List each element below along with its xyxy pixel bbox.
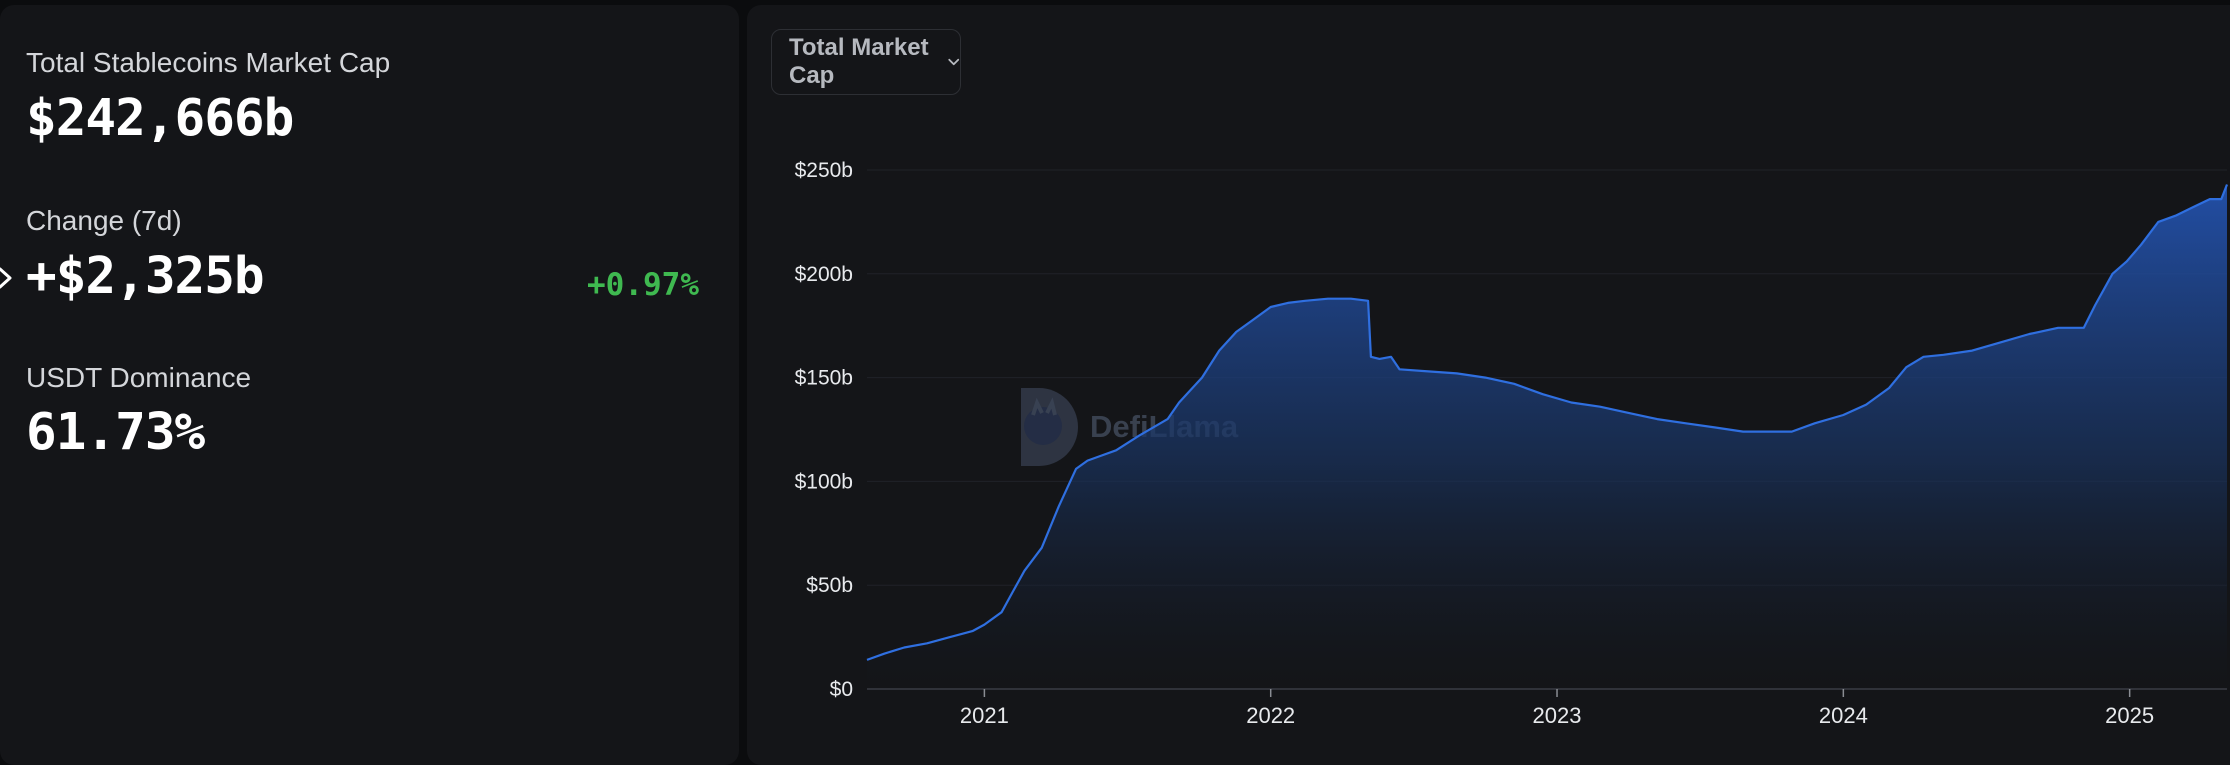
chevron-right-icon[interactable] — [0, 263, 16, 293]
y-tick-label: $200b — [795, 263, 853, 286]
y-tick-label: $150b — [795, 367, 853, 390]
chart-panel: Total Market Cap DefiLlama $0$50b$100b$1… — [747, 5, 2230, 765]
change-7d-percent: +0.97% — [587, 267, 699, 303]
x-tick-label: 2025 — [2105, 703, 2154, 728]
llama-logo-icon — [1021, 388, 1078, 466]
change-7d-label: Change (7d) — [26, 205, 182, 236]
market-cap-value: $242,666b — [26, 89, 294, 148]
market-cap-chart: DefiLlama $0$50b$100b$150b$200b$250b2021… — [795, 159, 2229, 728]
market-cap-label: Total Stablecoins Market Cap — [26, 47, 391, 78]
chart-type-dropdown-label: Total Market Cap — [789, 34, 929, 89]
chevron-down-icon — [947, 58, 959, 66]
chart-type-dropdown[interactable]: Total Market Cap — [771, 29, 961, 95]
x-tick-label: 2023 — [1533, 703, 1582, 728]
usdt-dominance-label: USDT Dominance — [26, 362, 252, 393]
y-tick-label: $250b — [795, 159, 853, 182]
usdt-dominance-value: 61.73% — [26, 403, 205, 462]
change-7d-value: +$2,325b — [26, 247, 265, 306]
market-cap-line — [866, 184, 2229, 661]
y-tick-label: $100b — [795, 470, 853, 493]
x-tick-label: 2024 — [1819, 703, 1868, 728]
stats-panel: Total Stablecoins Market Cap $242,666b C… — [0, 5, 739, 765]
x-tick-label: 2022 — [1246, 703, 1295, 728]
x-tick-label: 2021 — [960, 703, 1009, 728]
y-tick-label: $50b — [806, 574, 853, 597]
market-cap-area — [867, 184, 2227, 689]
y-tick-label: $0 — [830, 678, 853, 701]
